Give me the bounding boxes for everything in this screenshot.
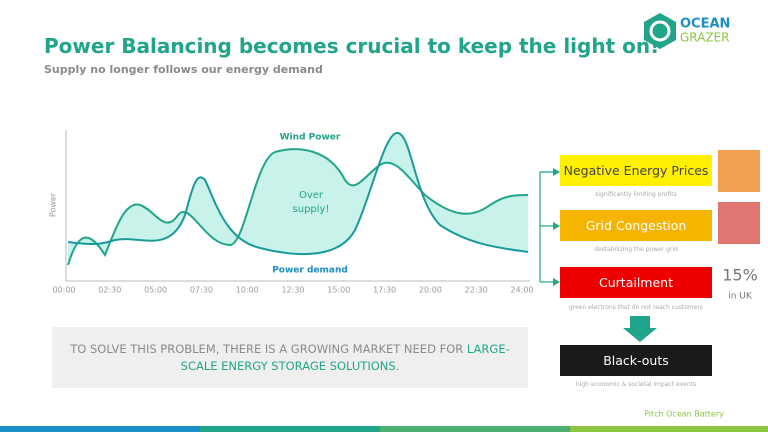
logo-text: OCEAN — [680, 17, 730, 32]
oversupply-label: Over — [299, 190, 324, 201]
callout: TO SOLVE THIS PROBLEM, THERE IS A GROWIN… — [52, 327, 528, 388]
callout-text: TO SOLVE THIS PROBLEM, THERE IS A GROWIN… — [70, 342, 464, 357]
demand-label: Power demand — [272, 266, 348, 276]
logo-text: GRAZER — [680, 31, 730, 45]
title: Power Balancing becomes crucial to keep … — [44, 34, 660, 58]
callout-highlight: LARGE-SCALE ENERGY STORAGE SOLUTIONS — [180, 342, 510, 373]
stripe — [570, 426, 768, 432]
stripe — [380, 426, 570, 432]
x-tick-label: 22:30 — [465, 286, 488, 295]
consequence-note: significantly limiting profits — [595, 191, 677, 198]
x-tick-label: 10:00 — [236, 286, 259, 295]
consequence-box: Black-outs — [560, 345, 712, 376]
x-tick-label: 15:00 — [327, 286, 350, 295]
x-tick-label: 07:30 — [190, 286, 213, 295]
x-tick-label: 24:00 — [510, 286, 533, 295]
y-label: Power — [49, 192, 58, 217]
consequence-box: Curtailment — [560, 267, 712, 298]
consequence-note: high economic & societal impact events — [575, 381, 697, 388]
map-image — [718, 202, 760, 244]
wind-curve — [67, 148, 529, 266]
x-tick-label: 02:30 — [98, 286, 121, 295]
oversupply-area — [68, 132, 528, 280]
stripe — [0, 426, 200, 432]
consequence-note: green electrons that do not reach custom… — [568, 304, 704, 311]
subtitle: Supply no longer follows our energy dema… — [44, 63, 323, 76]
consequence-note: destabilizing the power grid — [594, 246, 678, 253]
x-tick-label: 20:00 — [419, 286, 442, 295]
wind-label: Wind Power — [280, 133, 341, 143]
x-tick-label: 12:30 — [281, 286, 304, 295]
callout-tail: . — [395, 358, 400, 373]
consequence-box: Negative Energy Prices — [560, 155, 712, 186]
x-tick-label: 05:00 — [144, 286, 167, 295]
arrowheads — [553, 168, 657, 342]
x-tick-label: 17:30 — [373, 286, 396, 295]
map-image — [718, 150, 760, 192]
x-tick-label: 00:00 — [52, 286, 75, 295]
demand-curve — [67, 132, 529, 256]
logo: OCEAN GRAZER — [644, 13, 730, 49]
footer: Pitch Ocean Battery — [644, 410, 724, 419]
consequence-box: Grid Congestion — [560, 210, 712, 241]
stripe — [200, 426, 380, 432]
oversupply-label: supply! — [293, 204, 330, 215]
stat-note: in UK — [728, 292, 753, 302]
stat-value: 15% — [722, 266, 758, 285]
